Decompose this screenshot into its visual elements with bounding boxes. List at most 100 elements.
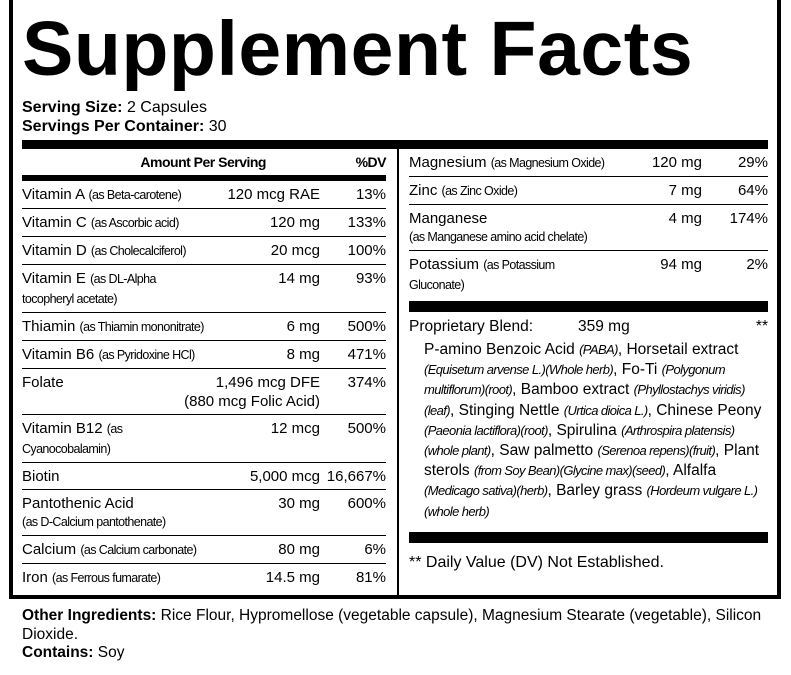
- nutrient-name: Magnesium (as Magnesium Oxide): [409, 153, 612, 173]
- ingredient-name: , Stinging Nettle: [450, 401, 564, 419]
- amount-value: 5,000 mcg: [249, 468, 320, 485]
- nutrient-name: Thiamin (as Thiamin mononitrate): [22, 317, 208, 337]
- nutrient-amount: 94 mg: [612, 255, 702, 274]
- amount-value: 120 mg: [651, 154, 702, 171]
- nutrient-row: Potassium (as Potassium Gluconate) 94 mg 2…: [409, 251, 768, 298]
- nutrient-label: Vitamin C: [22, 214, 87, 231]
- nutrient-name: Calcium (as Calcium carbonate): [22, 540, 208, 560]
- nutrient-main-line: Vitamin D (as Cholecalciferol) 20 mcg 100%: [22, 241, 386, 261]
- nutrient-amount: 120 mcg RAE: [208, 185, 320, 204]
- blend-amount: 359 mg: [578, 318, 630, 335]
- nutrient-row: Biotin 5,000 mcg 16,667%: [22, 463, 386, 490]
- nutrient-amount: 1,496 mcg DFE: [208, 373, 320, 392]
- nutrient-amount: 20 mcg: [208, 241, 320, 260]
- nutrient-source: (as Thiamin mononitrate): [79, 320, 205, 334]
- ingredient-botanical: (Hordeum vulgare L.)(whole herb): [424, 483, 758, 519]
- nutrient-label: Folate: [22, 374, 64, 391]
- nutrient-name: Potassium (as Potassium Gluconate): [409, 255, 612, 295]
- nutrient-name: Zinc (as Zinc Oxide): [409, 181, 612, 201]
- amount-value: 120 mg: [269, 214, 320, 231]
- ingredient-name: , Bamboo extract: [512, 381, 634, 399]
- nutrient-source: (as Ascorbic acid): [90, 216, 179, 230]
- table-header: Amount Per Serving %DV: [22, 149, 386, 175]
- nutrient-label: Pantothenic Acid: [22, 495, 134, 512]
- amount-value: 94 mg: [660, 256, 702, 273]
- nutrient-main-line: Vitamin C (as Ascorbic acid) 120 mg 133%: [22, 213, 386, 233]
- nutrient-row: Manganese (as Manganese amino acid chelat…: [409, 205, 768, 251]
- nutrient-row: Iron (as Ferrous fumarate) 14.5 mg 81%: [22, 564, 386, 591]
- nutrient-main-line: Potassium (as Potassium Gluconate) 94 mg 2…: [409, 255, 768, 295]
- ingredient-botanical: (Serenoa repens)(fruit): [597, 443, 716, 459]
- divider-thick: [409, 301, 768, 312]
- nutrient-amount: 80 mg: [208, 540, 320, 559]
- amount-value: 4 mg: [668, 210, 702, 227]
- left-rows: Vitamin A (as Beta-carotene) 120 mcg RAE 1…: [22, 181, 386, 591]
- nutrient-label: Magnesium: [409, 154, 487, 171]
- ingredient-name: , Barley grass: [547, 482, 647, 500]
- nutrient-dv: 471%: [347, 346, 386, 363]
- blend-row: Proprietary Blend: 359 mg **: [409, 312, 768, 340]
- servings-per-container-label: Servings Per Container:: [22, 118, 205, 135]
- amount-value: 6 mg: [286, 318, 320, 335]
- nutrient-dv: 2%: [746, 256, 768, 273]
- serving-info: Serving Size: 2 Capsules Servings Per Co…: [22, 98, 768, 136]
- nutrient-dv: 133%: [347, 214, 386, 231]
- nutrient-main-line: Manganese (as Manganese amino acid chelat…: [409, 209, 768, 247]
- nutrient-amount: 120 mg: [612, 153, 702, 172]
- amount-value: 7 mg: [668, 182, 702, 199]
- nutrient-amount: 30 mg: [208, 494, 320, 513]
- nutrient-source: (as Calcium carbonate): [80, 543, 197, 557]
- dv-header: %DV: [355, 154, 387, 170]
- nutrient-main-line: Magnesium (as Magnesium Oxide) 120 mg 29%: [409, 153, 768, 173]
- nutrient-dv: 13%: [355, 186, 386, 203]
- ingredient-botanical: (Urtica dioica L.): [563, 402, 648, 418]
- nutrient-main-line: Vitamin A (as Beta-carotene) 120 mcg RAE 1…: [22, 185, 386, 205]
- nutrient-label: Calcium: [22, 541, 77, 558]
- amount-value: 80 mg: [278, 541, 320, 558]
- amount-header: Amount Per Serving: [140, 154, 266, 170]
- ingredient-name: , Alfalfa: [665, 462, 717, 480]
- nutrient-main-line: Iron (as Ferrous fumarate) 14.5 mg 81%: [22, 568, 386, 588]
- nutrient-row: Vitamin E (as DL-Alpha tocopheryl acetat…: [22, 265, 386, 313]
- nutrient-source: (as Ferrous fumarate): [52, 571, 161, 585]
- nutrient-source: (as Cholecalciferol): [90, 244, 187, 258]
- ingredient-botanical: (PABA): [579, 342, 618, 357]
- nutrient-amount: 14 mg: [208, 269, 320, 288]
- nutrient-name: Vitamin B6 (as Pyridoxine HCl): [22, 345, 208, 365]
- amount-value: 20 mcg: [270, 242, 320, 259]
- nutrient-row: Folate 1,496 mcg DFE 374% (880 mcg Folic Ac…: [22, 369, 386, 415]
- ingredient-botanical: (Paeonia lactiflora)(root): [424, 422, 548, 438]
- footnote: ** Daily Value (DV) Not Established.: [409, 553, 664, 571]
- nutrient-dv: 374%: [347, 374, 386, 391]
- servings-per-container-value: 30: [208, 118, 227, 135]
- nutrient-label: Biotin: [22, 468, 60, 485]
- ingredient-botanical: (Arthrospira platensis)(whole plant): [424, 422, 735, 459]
- ingredient-name: , Spirulina: [547, 421, 622, 439]
- nutrient-main-line: Vitamin B6 (as Pyridoxine HCl) 8 mg 471%: [22, 345, 386, 365]
- nutrient-source: (as Cyanocobalamin): [22, 422, 123, 456]
- nutrient-label: Iron: [22, 569, 48, 586]
- nutrient-main-line: Folate 1,496 mcg DFE 374%: [22, 373, 386, 392]
- nutrient-dv: 29%: [737, 154, 768, 171]
- nutrient-source: (as Pyridoxine HCl): [98, 348, 195, 362]
- nutrient-amount: 4 mg: [612, 209, 702, 228]
- nutrient-main-line: Pantothenic Acid (as D-Calcium pantothena…: [22, 494, 386, 532]
- facts-panel-border: Supplement Facts Serving Size: 2 Capsule…: [9, 0, 781, 599]
- nutrient-name: Pantothenic Acid (as D-Calcium pantothena…: [22, 494, 208, 532]
- nutrient-dv: 6%: [364, 541, 386, 558]
- nutrient-source: (as D-Calcium pantothenate): [22, 515, 166, 529]
- nutrient-label: Thiamin: [22, 318, 76, 335]
- other-ingredients-label: Other Ingredients:: [22, 607, 157, 624]
- nutrient-dv: 93%: [355, 270, 386, 287]
- amount-value: 14.5 mg: [265, 569, 320, 586]
- nutrient-source: (as Potassium Gluconate): [409, 258, 555, 292]
- ingredient-botanical: (Equisetum arvense L.)(Whole herb): [424, 362, 614, 378]
- ingredient-name: , Saw palmetto: [490, 442, 598, 460]
- nutrient-name: Biotin: [22, 467, 208, 486]
- other-ingredients: Other Ingredients: Rice Flour, Hypromell…: [9, 599, 781, 663]
- amount-value: 14 mg: [278, 270, 320, 287]
- nutrient-label: Zinc: [409, 182, 438, 199]
- nutrient-main-line: Vitamin E (as DL-Alpha tocopheryl acetat…: [22, 269, 386, 309]
- nutrient-dv: 600%: [347, 495, 386, 512]
- blend-dv: **: [755, 318, 768, 335]
